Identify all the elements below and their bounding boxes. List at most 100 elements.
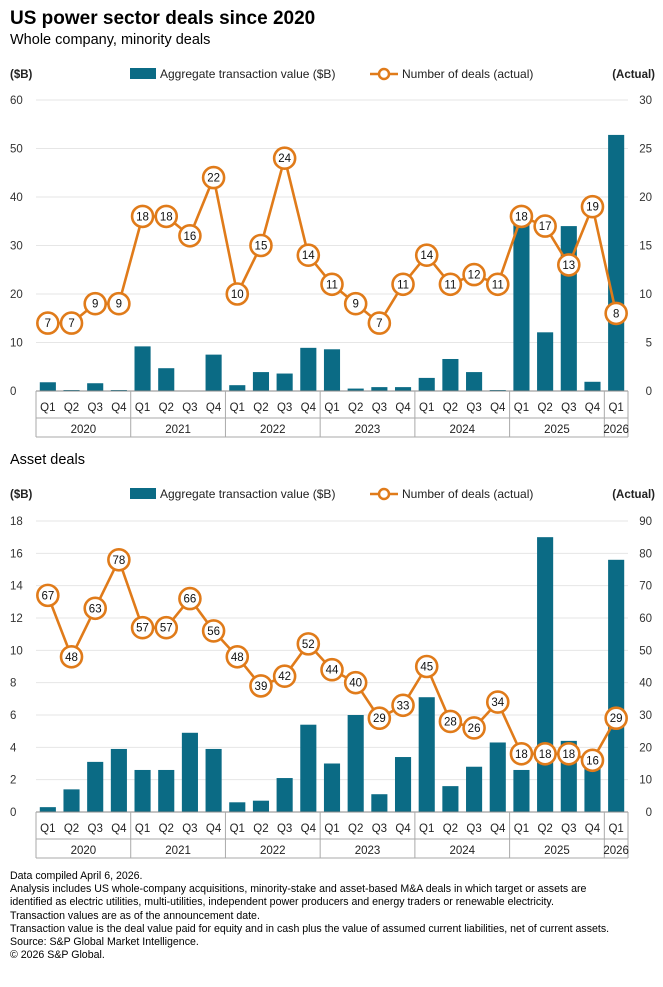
x-tick-label: Q2 — [537, 823, 552, 835]
deals-data-label: 57 — [136, 623, 149, 635]
y-tick-right: 0 — [646, 807, 652, 819]
deals-marker — [59, 311, 84, 335]
deals-marker — [272, 146, 297, 170]
deals-data-label: 18 — [515, 211, 528, 223]
deals-marker — [107, 547, 131, 572]
deals-marker — [343, 291, 368, 316]
deals-data-label: 7 — [376, 318, 382, 330]
legend-label-line: Number of deals (actual) — [402, 487, 533, 501]
x-tick-label: Q4 — [111, 402, 127, 414]
y-tick-left: 4 — [10, 742, 17, 754]
y-tick-left: 6 — [10, 710, 16, 722]
x-tick-label: Q1 — [324, 823, 339, 835]
x-tick-label: Q2 — [443, 402, 458, 414]
deals-marker — [604, 301, 628, 326]
y-tick-right: 30 — [639, 95, 652, 107]
x-tick-label: Q1 — [324, 402, 339, 414]
deals-data-label: 15 — [255, 241, 268, 253]
deals-marker — [533, 741, 557, 766]
deals-data-label: 11 — [492, 279, 504, 291]
year-label: 2024 — [449, 845, 475, 857]
bar — [466, 372, 483, 391]
x-tick-label: Q1 — [230, 402, 245, 414]
footnote-line: © 2026 S&P Global. — [10, 949, 105, 962]
deals-marker — [249, 674, 273, 698]
deals-marker — [225, 282, 250, 306]
bar — [323, 349, 341, 391]
x-tick-label: Q1 — [135, 402, 150, 414]
x-tick-label: Q2 — [64, 402, 79, 414]
bar — [489, 742, 506, 812]
deals-data-label: 11 — [444, 279, 456, 291]
x-tick-label: Q3 — [277, 402, 292, 414]
year-label: 2020 — [71, 424, 97, 436]
bar — [134, 769, 151, 812]
bar — [608, 134, 625, 392]
y-tick-right: 80 — [639, 548, 652, 560]
bar — [158, 769, 175, 812]
legend-marker — [377, 487, 391, 501]
deals-data-label: 48 — [65, 652, 78, 664]
y-tick-right: 0 — [646, 386, 652, 398]
x-tick-label: Q1 — [608, 823, 623, 835]
x-tick-label: Q2 — [537, 402, 552, 414]
deals-data-label: 48 — [231, 652, 244, 664]
bar — [513, 769, 530, 812]
deals-data-label: 8 — [613, 308, 619, 320]
bar — [229, 802, 246, 812]
deals-data-label: 18 — [539, 749, 552, 761]
x-tick-label: Q2 — [253, 823, 268, 835]
deals-marker — [509, 204, 534, 229]
deals-data-label: 28 — [444, 716, 457, 728]
bar — [513, 221, 530, 391]
year-label: 2023 — [355, 845, 381, 857]
deals-data-label: 29 — [610, 713, 623, 725]
deals-marker — [604, 706, 628, 731]
deals-data-label: 16 — [586, 755, 599, 767]
bar — [252, 800, 270, 812]
bar — [39, 807, 56, 812]
bar — [252, 372, 270, 391]
x-tick-label: Q4 — [111, 823, 127, 835]
y-tick-right: 5 — [646, 338, 652, 350]
y-tick-left: 18 — [10, 516, 23, 528]
x-tick-label: Q1 — [608, 402, 623, 414]
deals-marker — [83, 291, 107, 316]
y-tick-left: 0 — [10, 807, 16, 819]
legend-swatch-bars — [130, 68, 156, 79]
deals-data-label: 40 — [349, 678, 362, 690]
bar — [276, 778, 293, 812]
y-tick-right: 30 — [639, 710, 652, 722]
deals-data-label: 18 — [136, 211, 149, 223]
x-tick-label: Q4 — [585, 402, 601, 414]
y-tick-right: 20 — [639, 192, 652, 204]
deals-marker — [154, 204, 179, 229]
deals-data-label: 33 — [397, 700, 410, 712]
deals-data-label: 19 — [586, 202, 599, 214]
bar — [394, 757, 412, 812]
bar — [537, 537, 554, 812]
bar — [39, 382, 56, 391]
x-tick-label: Q1 — [40, 402, 55, 414]
deals-marker — [462, 262, 486, 287]
deals-data-label: 24 — [278, 153, 291, 165]
deals-data-label: 78 — [112, 555, 125, 567]
deals-data-label: 12 — [468, 270, 481, 282]
y-tick-right: 10 — [639, 775, 652, 787]
x-tick-label: Q2 — [64, 823, 79, 835]
year-label: 2022 — [260, 845, 286, 857]
bar — [584, 761, 601, 812]
deals-marker — [178, 224, 202, 248]
y-tick-right: 25 — [639, 144, 652, 156]
deals-data-label: 42 — [278, 671, 291, 683]
x-tick-label: Q2 — [443, 823, 458, 835]
year-label: 2026 — [603, 424, 629, 436]
y-tick-right: 90 — [639, 516, 652, 528]
deals-data-label: 11 — [326, 279, 338, 291]
deals-data-label: 57 — [160, 623, 173, 635]
deals-data-label: 67 — [41, 590, 54, 602]
deals-data-label: 26 — [468, 723, 481, 735]
footnote-line: Transaction value is the deal value paid… — [10, 922, 610, 935]
deals-marker — [201, 165, 226, 190]
y-tick-left: 14 — [10, 581, 23, 593]
